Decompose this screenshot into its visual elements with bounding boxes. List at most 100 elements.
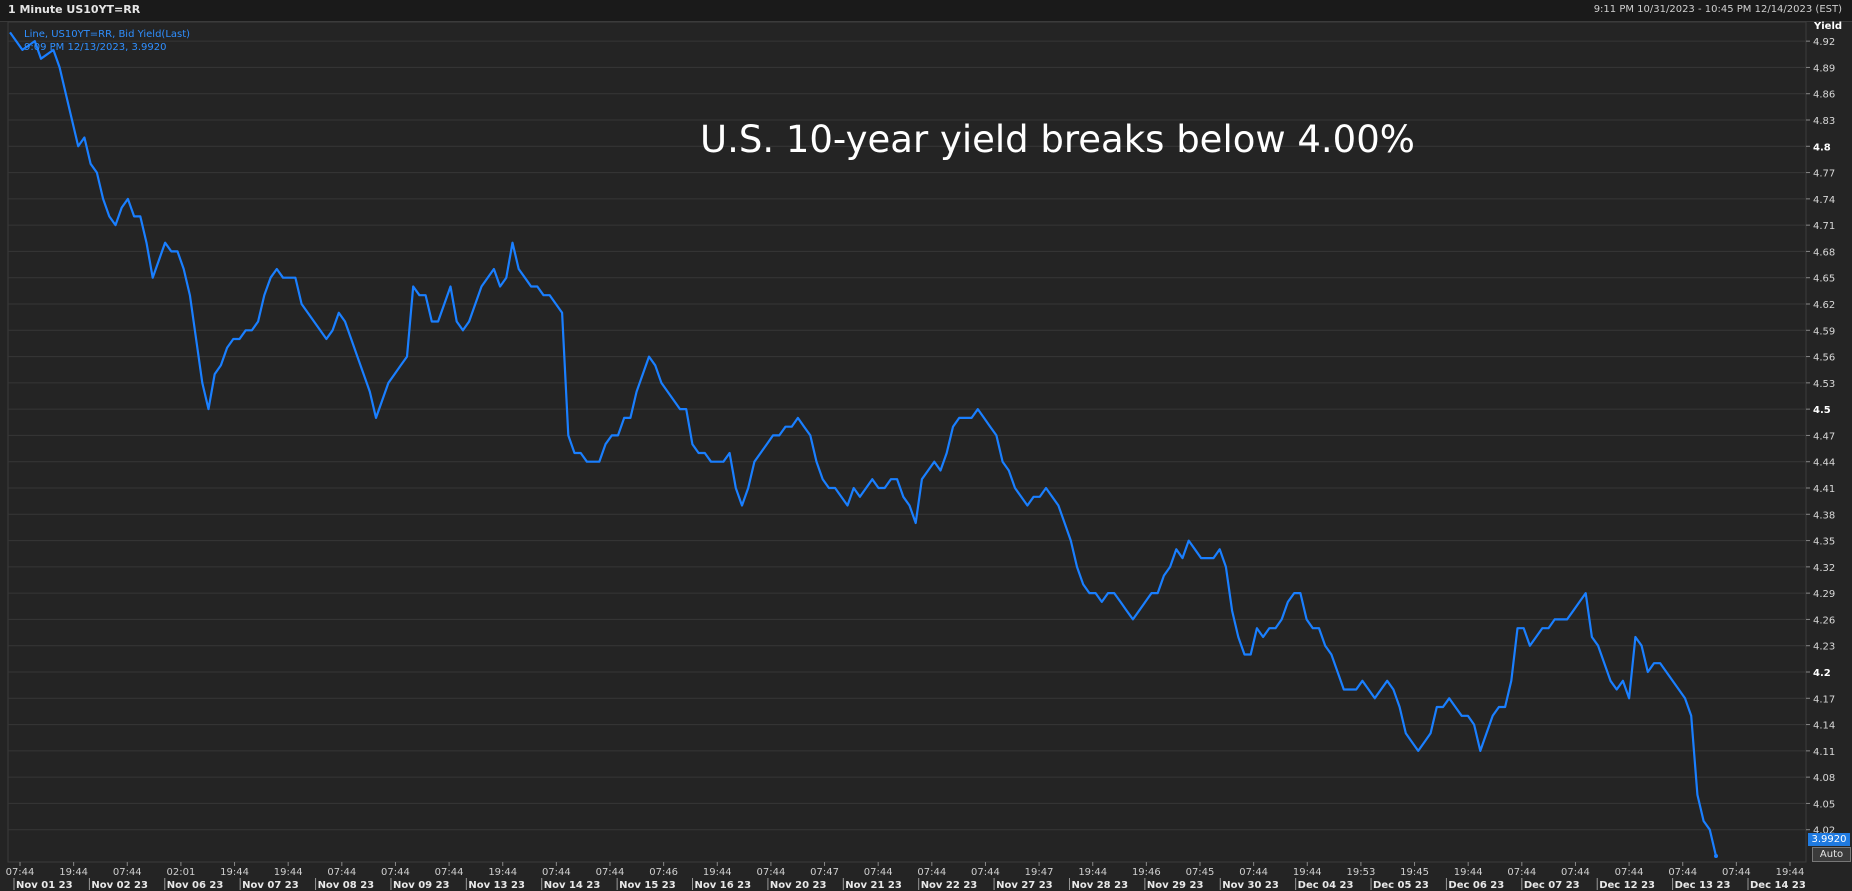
x-time-tick-label: 19:44 (488, 867, 517, 878)
x-time-tick-label: 19:44 (1293, 867, 1322, 878)
x-time-tick-label: 07:44 (756, 867, 785, 878)
y-tick-label: 4.92 (1813, 37, 1835, 48)
x-time-tick-label: 07:44 (1507, 867, 1536, 878)
x-time-tick-label: 19:45 (1400, 867, 1429, 878)
x-time-tick-label: 07:44 (542, 867, 571, 878)
y-tick-label: 4.38 (1813, 510, 1835, 521)
x-date-label: Dec 07 23 (1524, 880, 1580, 891)
auto-scale-button[interactable]: Auto (1812, 847, 1851, 862)
y-tick-label: 4.53 (1813, 379, 1835, 390)
y-tick-label: 4.05 (1813, 799, 1835, 810)
x-date-label: Nov 29 23 (1147, 880, 1204, 891)
x-date-label: Nov 02 23 (91, 880, 148, 891)
y-tick-label: 4.74 (1813, 195, 1835, 206)
x-date-label: Nov 22 23 (921, 880, 978, 891)
x-time-tick-label: 19:44 (274, 867, 303, 878)
x-time-tick-label: 07:44 (1615, 867, 1644, 878)
x-time-tick-label: 07:44 (1239, 867, 1268, 878)
x-date-label: Nov 16 23 (695, 880, 752, 891)
x-date-label: Nov 08 23 (318, 880, 375, 891)
x-date-label: Nov 13 23 (468, 880, 525, 891)
x-time-tick-label: 07:44 (1668, 867, 1697, 878)
x-date-label: Nov 09 23 (393, 880, 450, 891)
x-time-tick-label: 19:47 (1025, 867, 1054, 878)
x-time-tick-label: 07:44 (596, 867, 625, 878)
y-tick-label: 4.5 (1813, 405, 1831, 416)
x-time-tick-label: 07:44 (971, 867, 1000, 878)
y-tick-label: 4.2 (1813, 668, 1831, 679)
yield-series-line (9, 31, 1718, 857)
x-time-tick-label: 02:01 (166, 867, 195, 878)
y-tick-label: 4.23 (1813, 642, 1835, 653)
chart-header-bar: 1 Minute US10YT=RR 9:11 PM 10/31/2023 - … (0, 0, 1852, 22)
chart-annotation: U.S. 10-year yield breaks below 4.00% (700, 118, 1415, 161)
x-time-tick-label: 07:44 (864, 867, 893, 878)
last-point-label: 9:09 PM 12/13/2023, 3.9920 (24, 42, 167, 53)
x-time-tick-label: 19:44 (1078, 867, 1107, 878)
x-time-tick-label: 07:44 (1561, 867, 1590, 878)
x-date-label: Nov 14 23 (544, 880, 601, 891)
x-date-label: Nov 20 23 (770, 880, 827, 891)
y-tick-label: 4.71 (1813, 221, 1835, 232)
x-time-tick-label: 19:44 (703, 867, 732, 878)
y-tick-label: 4.17 (1813, 694, 1835, 705)
x-date-label: Dec 14 23 (1750, 880, 1806, 891)
x-time-tick-label: 07:44 (327, 867, 356, 878)
x-date-label: Dec 06 23 (1448, 880, 1504, 891)
x-time-tick-label: 07:44 (917, 867, 946, 878)
plot-area[interactable]: 4.92 4.89 4.86 4.83 4.8 4.77 4.74 4.71 4.68 4.65 4… (0, 21, 1852, 891)
x-time-tick-label: 07:45 (1186, 867, 1215, 878)
x-date-label: Nov 06 23 (167, 880, 224, 891)
x-time-tick-label: 19:46 (1132, 867, 1161, 878)
y-tick-label: 4.86 (1813, 90, 1835, 101)
x-time-tick-label: 19:44 (220, 867, 249, 878)
y-tick-label: 4.14 (1813, 721, 1835, 732)
x-date-label: Dec 12 23 (1599, 880, 1655, 891)
x-date-label: Nov 28 23 (1071, 880, 1128, 891)
y-tick-label: 4.68 (1813, 247, 1835, 258)
y-axis-title: Yield (1814, 21, 1843, 32)
chart-title: 1 Minute US10YT=RR (8, 3, 141, 16)
x-date-label: Nov 27 23 (996, 880, 1053, 891)
time-range-label: 9:11 PM 10/31/2023 - 10:45 PM 12/14/2023… (1593, 4, 1842, 15)
x-time-tick-label: 19:53 (1346, 867, 1375, 878)
plot-frame (7, 21, 1807, 863)
y-tick-label: 4.62 (1813, 300, 1835, 311)
y-tick-label: 4.56 (1813, 353, 1835, 364)
y-tick-label: 4.26 (1813, 615, 1835, 626)
x-time-tick-label: 19:44 (1776, 867, 1805, 878)
x-time-tick-label: 07:46 (649, 867, 678, 878)
x-time-tick-label: 19:44 (1454, 867, 1483, 878)
y-tick-label: 4.44 (1813, 458, 1835, 469)
y-tick-label: 4.41 (1813, 484, 1835, 495)
x-time-tick-label: 07:47 (810, 867, 839, 878)
y-tick-label: 4.59 (1813, 326, 1835, 337)
series-legend: Line, US10YT=RR, Bid Yield(Last) (24, 29, 191, 40)
y-tick-label: 4.29 (1813, 589, 1835, 600)
x-time-tick-label: 19:44 (59, 867, 88, 878)
y-tick-label: 4.11 (1813, 747, 1835, 758)
x-time-tick-label: 07:44 (6, 867, 35, 878)
x-date-label: Nov 21 23 (845, 880, 902, 891)
x-time-tick-label: 07:44 (113, 867, 142, 878)
y-tick-label: 4.32 (1813, 563, 1835, 574)
x-date-label: Nov 30 23 (1222, 880, 1279, 891)
x-date-label: Nov 01 23 (16, 880, 73, 891)
y-tick-label: 4.8 (1813, 142, 1831, 153)
y-tick-label: 4.02 (1813, 826, 1835, 837)
y-tick-label: 4.08 (1813, 773, 1835, 784)
y-tick-label: 4.89 (1813, 63, 1835, 74)
y-tick-label: 4.77 (1813, 169, 1835, 180)
y-tick-label: 4.35 (1813, 537, 1835, 548)
last-point-marker (1714, 854, 1718, 858)
x-time-tick-label: 07:44 (435, 867, 464, 878)
x-time-tick-label: 07:44 (381, 867, 410, 878)
x-date-label: Dec 05 23 (1373, 880, 1429, 891)
y-tick-label: 4.65 (1813, 274, 1835, 285)
x-date-label: Nov 07 23 (242, 880, 299, 891)
y-tick-label: 4.83 (1813, 116, 1835, 127)
x-date-label: Dec 13 23 (1675, 880, 1731, 891)
x-date-label: Dec 04 23 (1298, 880, 1354, 891)
x-date-label: Nov 15 23 (619, 880, 676, 891)
